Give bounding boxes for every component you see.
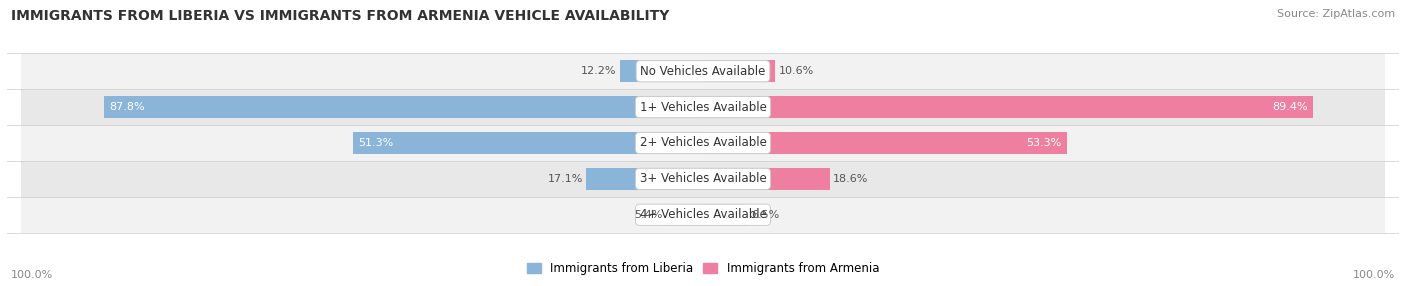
Text: 18.6%: 18.6% <box>834 174 869 184</box>
Text: 51.3%: 51.3% <box>359 138 394 148</box>
Text: 10.6%: 10.6% <box>779 66 814 76</box>
Text: 89.4%: 89.4% <box>1272 102 1308 112</box>
Text: 3+ Vehicles Available: 3+ Vehicles Available <box>640 172 766 185</box>
Bar <box>104 96 703 118</box>
Bar <box>21 53 1385 89</box>
Bar <box>21 197 1385 233</box>
Bar <box>353 132 703 154</box>
Text: 4+ Vehicles Available: 4+ Vehicles Available <box>640 208 766 221</box>
Text: IMMIGRANTS FROM LIBERIA VS IMMIGRANTS FROM ARMENIA VEHICLE AVAILABILITY: IMMIGRANTS FROM LIBERIA VS IMMIGRANTS FR… <box>11 9 669 23</box>
Bar <box>703 204 748 226</box>
Text: 2+ Vehicles Available: 2+ Vehicles Available <box>640 136 766 150</box>
Text: 1+ Vehicles Available: 1+ Vehicles Available <box>640 101 766 114</box>
Bar <box>586 168 703 190</box>
Bar <box>703 96 1313 118</box>
Bar <box>703 168 830 190</box>
Bar <box>21 161 1385 197</box>
Text: No Vehicles Available: No Vehicles Available <box>640 65 766 78</box>
Text: 100.0%: 100.0% <box>1353 270 1395 280</box>
Bar <box>620 60 703 82</box>
Text: 5.4%: 5.4% <box>634 210 662 220</box>
Bar <box>703 60 775 82</box>
Bar <box>21 125 1385 161</box>
Bar <box>666 204 703 226</box>
Legend: Immigrants from Liberia, Immigrants from Armenia: Immigrants from Liberia, Immigrants from… <box>522 258 884 280</box>
Text: 100.0%: 100.0% <box>11 270 53 280</box>
Bar <box>703 132 1067 154</box>
Text: Source: ZipAtlas.com: Source: ZipAtlas.com <box>1277 9 1395 19</box>
Bar <box>21 89 1385 125</box>
Text: 6.5%: 6.5% <box>751 210 779 220</box>
Text: 53.3%: 53.3% <box>1026 138 1062 148</box>
Text: 12.2%: 12.2% <box>581 66 616 76</box>
Text: 17.1%: 17.1% <box>547 174 583 184</box>
Text: 87.8%: 87.8% <box>110 102 145 112</box>
